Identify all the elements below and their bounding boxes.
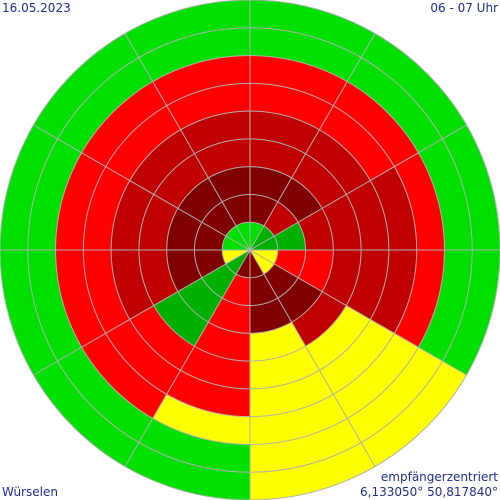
radial-gridline — [249, 249, 376, 467]
radial-gridline — [249, 33, 376, 251]
radial-gridline — [33, 249, 251, 376]
radial-gridline — [249, 249, 467, 376]
radial-gridline — [124, 33, 251, 251]
projection-label: empfängerzentriert — [380, 470, 498, 484]
date-label: 16.05.2023 — [2, 1, 71, 15]
radial-gridline — [124, 249, 251, 467]
time-range-label: 06 - 07 Uhr — [430, 1, 498, 15]
radial-gridline — [249, 124, 467, 251]
coordinates-label: 6,133050° 50,817840° — [360, 485, 498, 499]
location-label: Würselen — [2, 485, 58, 499]
radial-gridline — [33, 124, 251, 251]
